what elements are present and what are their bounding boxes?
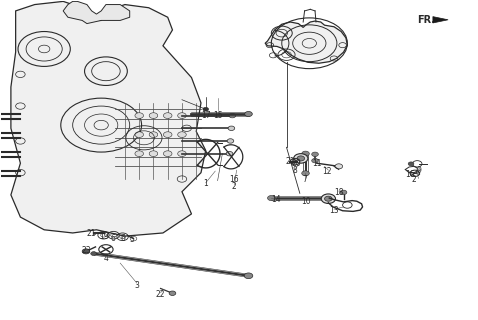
Circle shape (169, 291, 176, 295)
Text: 22: 22 (156, 290, 165, 299)
Circle shape (82, 249, 90, 254)
Text: 6: 6 (120, 234, 125, 243)
Circle shape (325, 196, 332, 201)
Text: 9: 9 (416, 166, 421, 175)
Text: 1: 1 (203, 179, 208, 188)
Text: 16: 16 (229, 174, 239, 184)
Text: 16: 16 (405, 171, 415, 180)
Circle shape (302, 171, 309, 176)
Text: 8: 8 (293, 166, 297, 175)
Circle shape (229, 113, 236, 118)
Polygon shape (11, 1, 206, 236)
Circle shape (293, 154, 308, 163)
Text: 6: 6 (110, 234, 116, 243)
Circle shape (163, 151, 172, 156)
Circle shape (149, 151, 158, 156)
Circle shape (321, 194, 336, 204)
Circle shape (163, 113, 172, 118)
Circle shape (340, 190, 347, 195)
Circle shape (227, 139, 234, 143)
Text: 15: 15 (213, 111, 222, 120)
Circle shape (268, 196, 275, 201)
Text: 23: 23 (81, 246, 91, 255)
Polygon shape (433, 17, 448, 23)
Text: 19: 19 (99, 232, 109, 241)
Text: 14: 14 (271, 195, 281, 204)
Circle shape (203, 107, 208, 111)
Polygon shape (63, 1, 130, 24)
Text: 4: 4 (104, 254, 109, 263)
Text: 21: 21 (87, 229, 97, 238)
Text: 18: 18 (334, 188, 344, 197)
Text: 11: 11 (313, 159, 322, 168)
Circle shape (325, 196, 332, 201)
Circle shape (135, 113, 143, 118)
Circle shape (244, 273, 253, 279)
Circle shape (149, 113, 158, 118)
Circle shape (297, 156, 304, 161)
Circle shape (228, 126, 235, 131)
Circle shape (178, 113, 186, 118)
Text: 7: 7 (302, 174, 307, 184)
Circle shape (178, 151, 186, 156)
Text: 2: 2 (232, 181, 237, 190)
Polygon shape (265, 21, 348, 63)
Circle shape (408, 162, 414, 166)
Circle shape (293, 160, 297, 163)
Text: 17: 17 (201, 111, 210, 120)
Circle shape (135, 132, 143, 138)
Text: 13: 13 (329, 206, 339, 215)
Text: 10: 10 (301, 197, 310, 206)
Circle shape (135, 151, 143, 156)
Text: 2: 2 (412, 175, 416, 184)
Text: 20: 20 (291, 159, 301, 168)
Circle shape (163, 132, 172, 138)
Circle shape (335, 164, 343, 169)
Text: 3: 3 (134, 281, 139, 290)
Text: FR.: FR. (417, 15, 435, 25)
Circle shape (91, 252, 97, 255)
Text: 21: 21 (285, 157, 295, 166)
Circle shape (226, 151, 233, 156)
Circle shape (149, 132, 158, 138)
Circle shape (312, 158, 318, 163)
Text: 5: 5 (130, 235, 134, 244)
Circle shape (302, 151, 309, 156)
Circle shape (245, 111, 252, 116)
Text: 12: 12 (322, 167, 332, 176)
Circle shape (178, 132, 186, 138)
Circle shape (312, 152, 318, 156)
